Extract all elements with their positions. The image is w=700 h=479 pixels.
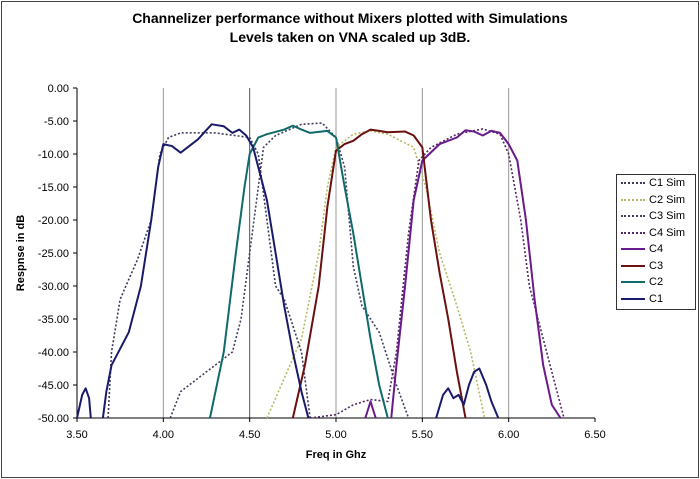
- legend-swatch: [621, 248, 645, 251]
- y-tick-label: -35.00: [38, 314, 69, 326]
- y-tick-label: -50.00: [38, 413, 69, 425]
- series-c2-line: [208, 124, 389, 419]
- y-tick-label: -40.00: [38, 347, 69, 359]
- legend-item: C1: [617, 291, 695, 308]
- series-c4-line: [390, 129, 562, 419]
- legend: C1 Sim C2 Sim C3 Sim C4 Sim C4 C3 C2 C1: [616, 174, 696, 310]
- legend-swatch: [621, 182, 645, 185]
- legend-label: C4: [649, 243, 664, 256]
- series-c3-sim-line: [169, 122, 410, 419]
- legend-swatch: [621, 264, 645, 267]
- series-c4-line: [364, 400, 377, 419]
- legend-item: C2 Sim: [617, 192, 695, 209]
- legend-swatch: [621, 281, 645, 284]
- legend-label: C4 Sim: [649, 226, 686, 239]
- series-c2-sim-line: [266, 130, 486, 419]
- y-tick-label: -20.00: [38, 215, 69, 227]
- legend-item: C3 Sim: [617, 208, 695, 225]
- chart-title-line-2: Levels taken on VNA scaled up 3dB.: [229, 29, 471, 45]
- legend-swatch: [621, 215, 645, 218]
- series-c1-line: [435, 367, 500, 419]
- y-tick-label: -45.00: [38, 380, 69, 392]
- legend-label: C3: [649, 259, 664, 272]
- x-tick-label: 6.50: [584, 429, 605, 441]
- y-tick-label: 0.00: [48, 83, 69, 95]
- series-c1-line: [101, 123, 310, 419]
- x-tick-label: 4.00: [153, 429, 174, 441]
- y-axis-label: Respnse in dB: [15, 215, 27, 291]
- legend-label: C1 Sim: [649, 177, 686, 190]
- legend-label: C1: [649, 292, 664, 305]
- series-c1-sim-line: [107, 132, 311, 419]
- series-c4-sim-line: [309, 128, 565, 419]
- x-tick-label: 6.00: [498, 429, 519, 441]
- x-tick-label: 3.50: [66, 429, 87, 441]
- chart-title-line-1: Channelizer performance without Mixers p…: [132, 10, 568, 26]
- x-tick-label: 4.50: [239, 429, 260, 441]
- legend-item: C4: [617, 241, 695, 258]
- legend-item: C2: [617, 274, 695, 291]
- legend-label: C3 Sim: [649, 210, 686, 223]
- series-c3-line: [291, 128, 467, 419]
- y-tick-label: -10.00: [38, 149, 69, 161]
- y-tick-label: -5.00: [44, 116, 69, 128]
- y-tick-label: -15.00: [38, 182, 69, 194]
- x-axis-label: Freq in Ghz: [306, 449, 367, 461]
- legend-item: C4 Sim: [617, 225, 695, 242]
- legend-swatch: [621, 297, 645, 300]
- legend-label: C2: [649, 276, 664, 289]
- legend-swatch: [621, 231, 645, 234]
- y-tick-label: -25.00: [38, 248, 69, 260]
- x-tick-label: 5.00: [325, 429, 346, 441]
- legend-item: C1 Sim: [617, 175, 695, 192]
- legend-label: C2 Sim: [649, 193, 686, 206]
- y-tick-label: -30.00: [38, 281, 69, 293]
- legend-item: C3: [617, 258, 695, 275]
- x-tick-label: 5.50: [412, 429, 433, 441]
- series-c1-line: [76, 387, 92, 419]
- legend-swatch: [621, 198, 645, 201]
